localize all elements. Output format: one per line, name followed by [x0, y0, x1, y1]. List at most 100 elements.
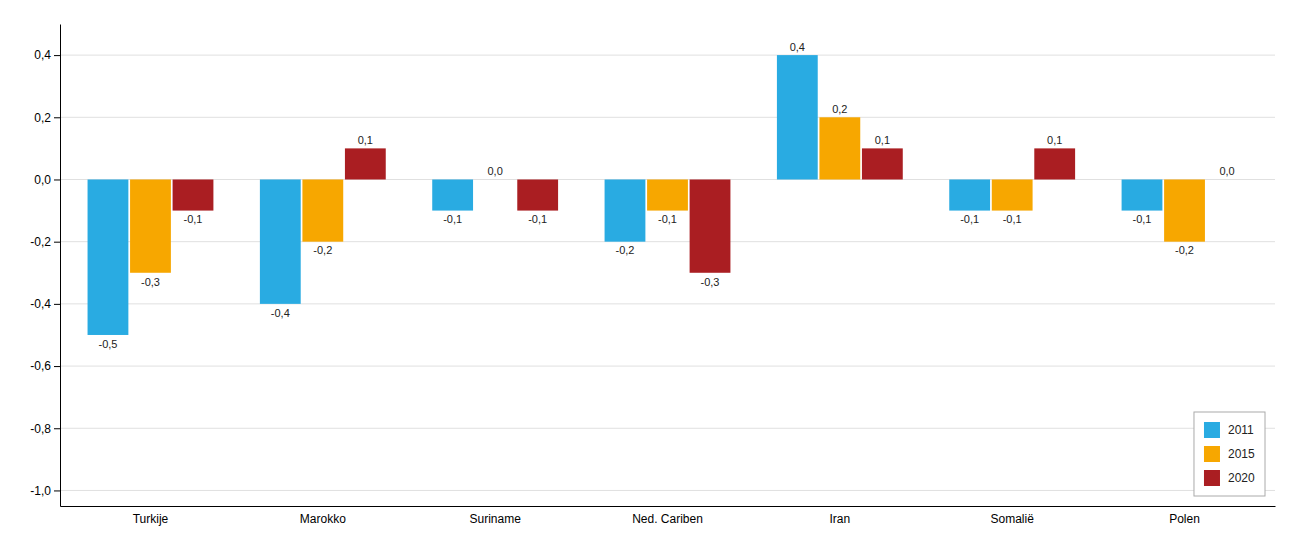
bar [690, 179, 731, 272]
x-axis: Turkije Marokko Suriname Ned. Cariben Iran So… [61, 507, 1276, 526]
bar [517, 179, 558, 210]
bar [647, 179, 688, 210]
tick-label: 0,4 [34, 48, 51, 62]
grid-line [60, 117, 1275, 118]
data-label: -0,5 [98, 338, 117, 350]
data-label: 0,1 [358, 134, 373, 146]
bar [475, 179, 516, 180]
tick-label: 0,0 [34, 173, 51, 187]
tick-label: Somalië [991, 512, 1035, 526]
bar [432, 179, 473, 210]
bar [1034, 148, 1075, 179]
tick-label: -0,2 [30, 235, 51, 249]
grid-line [60, 55, 1275, 56]
data-label: -0,3 [701, 276, 720, 288]
grid-line [60, 490, 1275, 491]
bar [173, 179, 214, 210]
tick-label: -0,6 [30, 359, 51, 373]
tick-label: -0,4 [30, 297, 51, 311]
grid-line [60, 366, 1275, 367]
bar [1164, 179, 1205, 241]
bar [1207, 179, 1248, 180]
data-label: -0,1 [528, 213, 547, 225]
grid-line [60, 241, 1275, 242]
data-label: -0,1 [658, 213, 677, 225]
tick-mark [54, 490, 60, 491]
legend-swatch [1204, 422, 1220, 438]
axis-line [60, 25, 61, 507]
tick-label: Turkije [133, 512, 169, 526]
grid [60, 55, 1275, 490]
bar [949, 179, 990, 210]
tick-label: Suriname [469, 512, 521, 526]
data-label: -0,1 [1003, 213, 1022, 225]
y-tick: -0,2 [30, 235, 60, 249]
tick-mark [54, 179, 60, 180]
x-tick: Ned. Cariben [632, 512, 703, 526]
tick-label: Iran [829, 512, 850, 526]
tick-mark [54, 366, 60, 367]
data-label: -0,1 [1133, 213, 1152, 225]
tick-label: Ned. Cariben [632, 512, 703, 526]
bar [260, 179, 301, 303]
y-tick: -1,0 [30, 484, 60, 498]
data-label: -0,2 [615, 244, 634, 256]
tick-label: -0,8 [30, 422, 51, 436]
data-label: -0,3 [141, 276, 160, 288]
bars [88, 55, 1205, 335]
x-tick: Iran [829, 512, 850, 526]
grid-line [60, 428, 1275, 429]
legend-swatch [1204, 446, 1220, 462]
tick-label: Polen [1169, 512, 1200, 526]
tick-mark [54, 428, 60, 429]
data-label: -0,2 [1175, 244, 1194, 256]
data-label: -0,4 [271, 307, 290, 319]
tick-mark [54, 117, 60, 118]
legend-label: 2011 [1228, 423, 1254, 437]
data-label: -0,1 [443, 213, 462, 225]
y-tick: 0,0 [34, 173, 60, 187]
data-label: 0,4 [790, 41, 805, 53]
x-tick: Suriname [469, 512, 521, 526]
tick-mark [54, 55, 60, 56]
bar-series [173, 148, 1076, 272]
bar [1122, 179, 1163, 210]
y-tick: 0,2 [34, 111, 60, 125]
data-label: 0,0 [488, 165, 503, 177]
legend-item: 2020 [1204, 470, 1255, 486]
bar-series [130, 117, 1205, 272]
tick-mark [54, 304, 60, 305]
x-tick: Turkije [133, 512, 169, 526]
y-tick: -0,4 [30, 297, 60, 311]
bar [819, 117, 860, 179]
data-label: -0,2 [313, 244, 332, 256]
tick-label: Marokko [300, 512, 346, 526]
bar [88, 179, 129, 334]
x-tick: Marokko [300, 512, 346, 526]
legend-frame [1194, 412, 1265, 496]
axis-line [61, 506, 1276, 507]
y-axis: -1,0 -0,8 -0,6 -0,4 -0,2 0,0 0,2 0,4 [30, 25, 60, 507]
legend-label: 2020 [1228, 471, 1255, 485]
legend-swatch [1204, 470, 1220, 486]
bar [302, 179, 343, 241]
bar [777, 55, 818, 179]
x-tick: Polen [1169, 512, 1200, 526]
plot: -0,5 -0,4 -0,1 -0,2 0,4 -0,1 -0,1 -0,3 -0,2 0,0 -0… [30, 25, 1275, 526]
tick-mark [54, 242, 60, 243]
chart: -0,5 -0,4 -0,1 -0,2 0,4 -0,1 -0,1 -0,3 -0,2 0,0 -0… [0, 0, 1299, 546]
bar [862, 148, 903, 179]
legend-item: 2011 [1204, 422, 1254, 438]
bar [130, 179, 171, 272]
legend-label: 2015 [1228, 447, 1255, 461]
y-tick: -0,8 [30, 422, 60, 436]
legend: 2011 2015 2020 [1194, 412, 1265, 496]
tick-label: -1,0 [30, 484, 51, 498]
bar [605, 179, 646, 241]
tick-label: 0,2 [34, 111, 51, 125]
data-labels: -0,5 -0,4 -0,1 -0,2 0,4 -0,1 -0,1 -0,3 -0,2 0,0 -0… [98, 41, 1234, 350]
data-label: 0,1 [1047, 134, 1062, 146]
x-tick: Somalië [991, 512, 1035, 526]
y-tick: -0,6 [30, 359, 60, 373]
data-label: -0,1 [960, 213, 979, 225]
